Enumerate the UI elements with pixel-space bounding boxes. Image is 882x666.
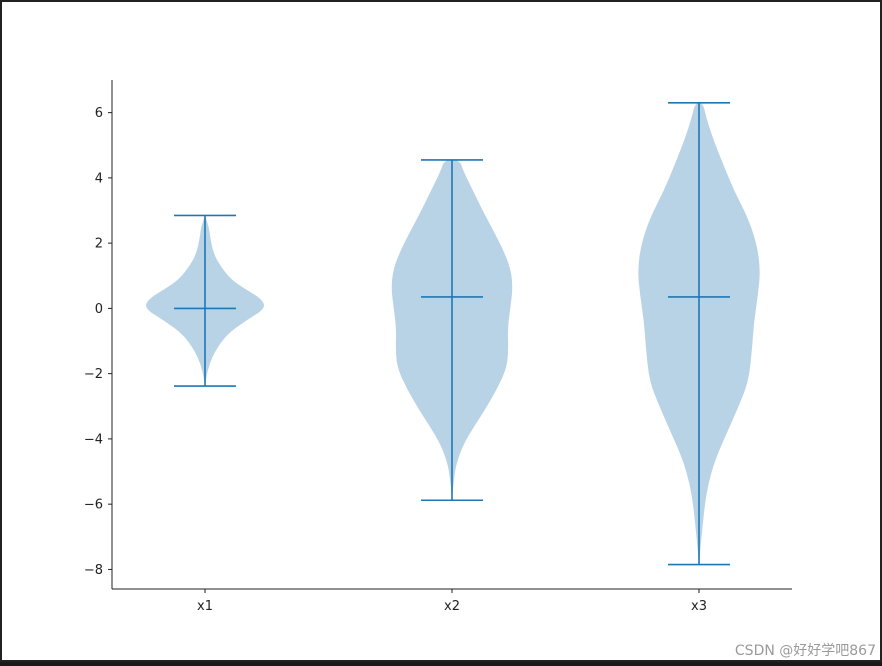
y-tick-label: 0 bbox=[95, 302, 103, 317]
y-tick-label: −2 bbox=[84, 367, 103, 382]
y-tick-label: 2 bbox=[95, 237, 103, 252]
watermark-text: CSDN @好好学吧867 bbox=[734, 643, 876, 659]
y-tick-label: −6 bbox=[84, 498, 103, 513]
x-tick-label: x1 bbox=[197, 599, 213, 614]
y-tick-label: 6 bbox=[95, 106, 103, 121]
y-tick-label: −8 bbox=[84, 563, 103, 578]
y-tick-label: 4 bbox=[95, 171, 103, 186]
x-tick-label: x3 bbox=[691, 599, 707, 614]
y-tick-label: −4 bbox=[84, 432, 103, 447]
x-tick-label: x2 bbox=[444, 599, 460, 614]
